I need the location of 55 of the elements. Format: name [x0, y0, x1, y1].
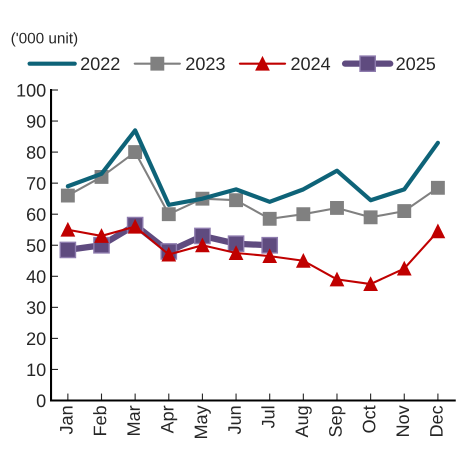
point	[162, 207, 176, 222]
y-axis-title: ('000 unit)	[12, 32, 78, 47]
y-tick-label: 20	[27, 332, 46, 346]
x-tick-label: Jul	[261, 406, 275, 428]
y-tick-label: 60	[27, 208, 46, 221]
x-tick-label: Dec	[430, 406, 443, 436]
point	[296, 207, 310, 222]
legend-label: 2023	[186, 57, 225, 70]
y-tick-label: 70	[27, 177, 46, 190]
point	[262, 249, 277, 264]
point	[60, 188, 75, 203]
y-tick-label: 40	[26, 270, 46, 284]
point	[195, 238, 210, 252]
point	[430, 224, 445, 238]
y-tick-label: 90	[26, 114, 46, 128]
point	[364, 277, 378, 292]
point	[397, 262, 412, 276]
x-tick-label: Oct	[362, 405, 376, 433]
y-tick-label: 0	[36, 394, 46, 408]
legend-label: 2024	[291, 57, 330, 70]
point	[261, 236, 278, 254]
point	[194, 228, 211, 244]
point	[128, 220, 142, 234]
point	[296, 254, 310, 268]
point	[330, 272, 344, 286]
x-tick-label: Sep	[329, 406, 346, 437]
x-tick-label: Nov	[396, 405, 410, 436]
y-tick-label: 50	[26, 239, 46, 252]
point	[397, 204, 412, 218]
point	[60, 242, 76, 258]
y-tick-label: 80	[26, 146, 46, 159]
point	[229, 193, 244, 208]
x-tick-label: Mar	[127, 406, 140, 435]
x-tick-label: May	[194, 405, 211, 438]
y-tick-label: 10	[27, 363, 46, 376]
x-tick-label: Jun	[228, 406, 241, 434]
x-tick-label: Feb	[93, 406, 106, 435]
point	[229, 246, 244, 260]
point	[364, 210, 378, 224]
line-series	[66, 128, 440, 207]
point	[60, 222, 75, 237]
point	[262, 212, 277, 226]
point	[162, 248, 176, 262]
point	[228, 235, 244, 252]
y-tick-label: 100	[17, 84, 46, 97]
x-tick-label: Aug	[296, 406, 312, 438]
legend-label: 2025	[396, 57, 436, 70]
point	[430, 180, 445, 195]
point	[330, 201, 344, 215]
x-tick-label: Jan	[60, 406, 73, 434]
legend-label: 2022	[81, 57, 120, 70]
y-tick-label: 30	[26, 301, 46, 314]
x-tick-label: Apr	[161, 406, 178, 434]
point	[94, 228, 108, 243]
point	[128, 145, 142, 160]
